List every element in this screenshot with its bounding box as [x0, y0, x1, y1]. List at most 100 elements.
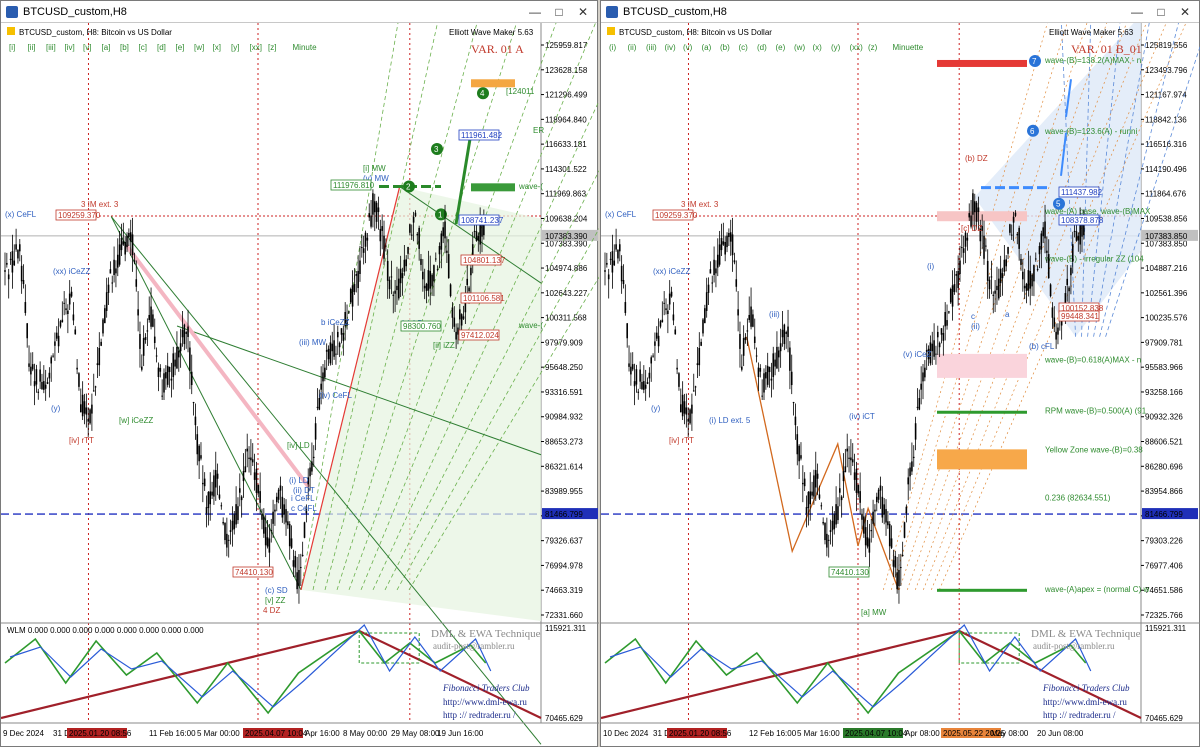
time-tick-label: 2025.01.20 08:56 — [669, 729, 732, 738]
candle-body — [752, 314, 754, 327]
candle-body — [848, 457, 850, 459]
candle-body — [98, 347, 101, 366]
candle-body — [240, 496, 243, 501]
osc-price-label: 70465.629 — [545, 714, 583, 723]
candle-body — [955, 274, 958, 276]
chart-window-left[interactable]: BTCUSD_custom,H8 — □ ✕ 125959.817 123628.… — [0, 0, 599, 747]
candle-body — [20, 265, 23, 282]
degree-button: [a] — [102, 43, 111, 52]
candle-body — [28, 363, 30, 367]
wave-label: (v) iCeZ — [903, 350, 932, 359]
candle-body — [657, 335, 660, 347]
candle-body — [94, 386, 97, 388]
osc-zone-box — [358, 632, 420, 664]
candle-body — [270, 529, 273, 532]
candle-body — [190, 371, 193, 386]
price-tick-label: 109538.856 — [1145, 214, 1188, 223]
wave-label: [v] ZZ — [265, 596, 286, 605]
window-title: BTCUSD_custom,H8 — [623, 6, 727, 18]
candle-body — [1075, 231, 1078, 241]
candle-body — [104, 308, 106, 324]
wave-marker-number: 6 — [1030, 127, 1035, 136]
candle-body — [850, 457, 852, 461]
osc-blue-line — [609, 624, 1092, 708]
degree-button: [z] — [268, 43, 276, 52]
price-box-label: 101106.581 — [463, 294, 505, 303]
osc-price-label: 115921.311 — [545, 624, 587, 633]
maximize-icon[interactable]: □ — [555, 5, 563, 19]
watermark-club: Fibonacci Traders Club — [1042, 683, 1130, 693]
price-chart[interactable]: 125959.817 123628.158 121296.499 118964.840… — [1, 23, 599, 747]
candle-body — [892, 560, 895, 567]
fan-line — [384, 170, 599, 591]
price-tick-label: 93258.166 — [1145, 388, 1183, 397]
candle-body — [866, 537, 869, 547]
candle-body — [359, 260, 361, 274]
minimize-icon[interactable]: — — [1131, 5, 1143, 19]
candle-body — [41, 381, 43, 390]
candle-body — [264, 527, 267, 546]
close-icon[interactable]: ✕ — [1179, 5, 1191, 19]
wave-label: (iii) MW — [299, 338, 327, 347]
candle-body — [953, 284, 956, 292]
price-chart[interactable]: 125819.556123493.796121167.974118842.136… — [601, 23, 1200, 747]
candle-body — [922, 372, 924, 382]
candle-body — [626, 323, 628, 339]
candle-body — [231, 520, 234, 531]
candle-body — [807, 491, 810, 509]
price-tick-label: 104974.886 — [545, 264, 588, 273]
degree-button: (y) — [831, 43, 841, 52]
green-zone-fill — [301, 186, 541, 621]
wave-marker-number: 2 — [406, 183, 411, 192]
candle-body — [325, 350, 328, 352]
osc-trend-line — [1, 629, 360, 720]
close-icon[interactable]: ✕ — [577, 5, 589, 19]
wave-label: (b) cFL — [1029, 342, 1055, 351]
candle-body — [898, 569, 900, 587]
fan-line — [408, 276, 599, 591]
price-tick-label: 102643.227 — [545, 289, 588, 298]
osc-trend-line — [358, 630, 542, 719]
candle-body — [392, 294, 395, 296]
price-tick-label: 100235.576 — [1145, 314, 1188, 323]
wave-marker-number: 5 — [1056, 200, 1061, 209]
indicator-name: Elliott Wave Maker 5.63 — [449, 28, 534, 37]
candle-body — [972, 193, 974, 215]
window-title: BTCUSD_custom,H8 — [23, 6, 127, 18]
candle-body — [70, 291, 73, 297]
candle-body — [644, 384, 647, 389]
candle-body — [451, 307, 454, 318]
wave-label: (b) DZ — [965, 154, 988, 163]
wave-label: c — [971, 312, 975, 321]
minimize-icon[interactable]: — — [529, 5, 541, 19]
candle-body — [785, 332, 787, 334]
price-tick-label: 116516.316 — [1145, 140, 1187, 149]
candle-body — [663, 302, 665, 304]
candle-body — [1029, 270, 1032, 289]
candle-body — [728, 233, 730, 238]
candle-body — [301, 554, 304, 557]
candle-body — [637, 391, 640, 393]
price-box-label: 100152.838 — [1061, 304, 1104, 313]
degree-button: (w) — [794, 43, 805, 52]
time-tick-label: 19 Jun 16:00 — [437, 729, 484, 738]
candle-body — [739, 333, 741, 349]
candle-body — [157, 367, 160, 377]
window-titlebar[interactable]: BTCUSD_custom,H8 — □ ✕ — [1, 1, 597, 23]
maximize-icon[interactable]: □ — [1157, 5, 1165, 19]
window-titlebar[interactable]: BTCUSD_custom,H8 — □ ✕ — [601, 1, 1199, 23]
osc-trend-line — [601, 629, 960, 720]
candle-body — [1033, 265, 1035, 282]
price-box — [458, 129, 500, 141]
candle-body — [72, 314, 75, 321]
candle-body — [148, 314, 151, 320]
candle-body — [973, 201, 976, 213]
candle-body — [931, 343, 934, 352]
chart-window-right[interactable]: BTCUSD_custom,H8 — □ ✕ 125819.556 123493.… — [600, 0, 1200, 747]
candle-body — [1010, 234, 1013, 236]
candle-body — [975, 202, 978, 222]
current-price-label: 107383.850 — [1145, 232, 1188, 241]
candle-body — [888, 523, 891, 547]
degree-button: [ii] — [28, 43, 36, 52]
wave-label: (ii) — [971, 322, 980, 331]
